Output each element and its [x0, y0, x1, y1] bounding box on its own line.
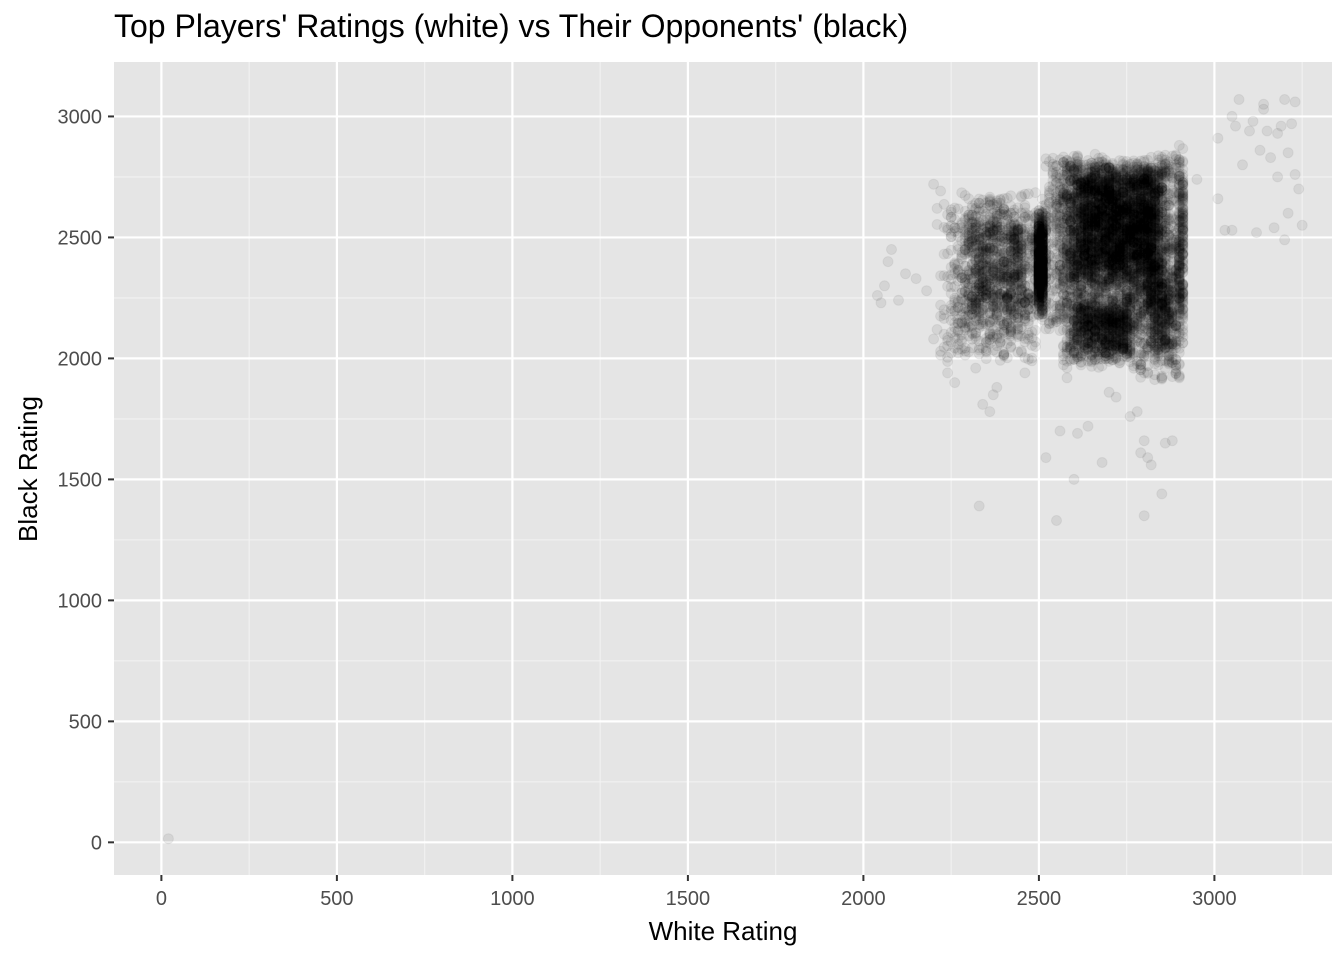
data-point: [1118, 188, 1128, 198]
data-point: [1090, 223, 1100, 233]
data-point: [1048, 162, 1058, 172]
data-point: [1094, 176, 1104, 186]
data-point: [1062, 235, 1072, 245]
data-point: [1136, 180, 1146, 190]
data-point: [1101, 237, 1111, 247]
data-point: [1122, 232, 1132, 242]
data-point: [1052, 228, 1062, 238]
data-point: [1090, 162, 1100, 172]
data-point: [1097, 280, 1107, 290]
data-point: [1125, 287, 1135, 297]
data-point: [1069, 167, 1079, 177]
data-point: [1108, 274, 1118, 284]
data-point: [1066, 217, 1076, 227]
data-point: [1160, 236, 1170, 246]
data-point: [1083, 201, 1093, 211]
data-point: [1132, 211, 1142, 221]
data-point: [1066, 197, 1076, 207]
data-point: [1066, 270, 1076, 280]
data-point: [1164, 161, 1174, 171]
data-point: [1083, 215, 1093, 225]
data-point: [1150, 235, 1160, 245]
data-point: [1066, 256, 1076, 266]
data-point: [1069, 245, 1079, 255]
data-point: [1122, 273, 1132, 283]
data-point: [1139, 155, 1149, 165]
data-point: [1073, 185, 1083, 195]
data-point: [1055, 266, 1065, 276]
data-point: [1073, 151, 1083, 161]
data-point: [1139, 249, 1149, 259]
data-point: [1108, 166, 1118, 176]
data-point: [1104, 253, 1114, 263]
data-point: [1097, 209, 1107, 219]
data-point: [1108, 217, 1118, 227]
data-point: [1143, 204, 1153, 214]
data-point: [1041, 154, 1051, 164]
data-point: [1129, 220, 1139, 230]
data-point: [1143, 193, 1153, 203]
data-point: [1115, 242, 1125, 252]
data-point: [1087, 266, 1097, 276]
data-point: [1052, 213, 1062, 223]
data-point: [1090, 238, 1100, 248]
data-point: [1094, 249, 1104, 259]
data-point: [1164, 216, 1174, 226]
data-point: [1153, 172, 1163, 182]
data-point: [1160, 197, 1170, 207]
